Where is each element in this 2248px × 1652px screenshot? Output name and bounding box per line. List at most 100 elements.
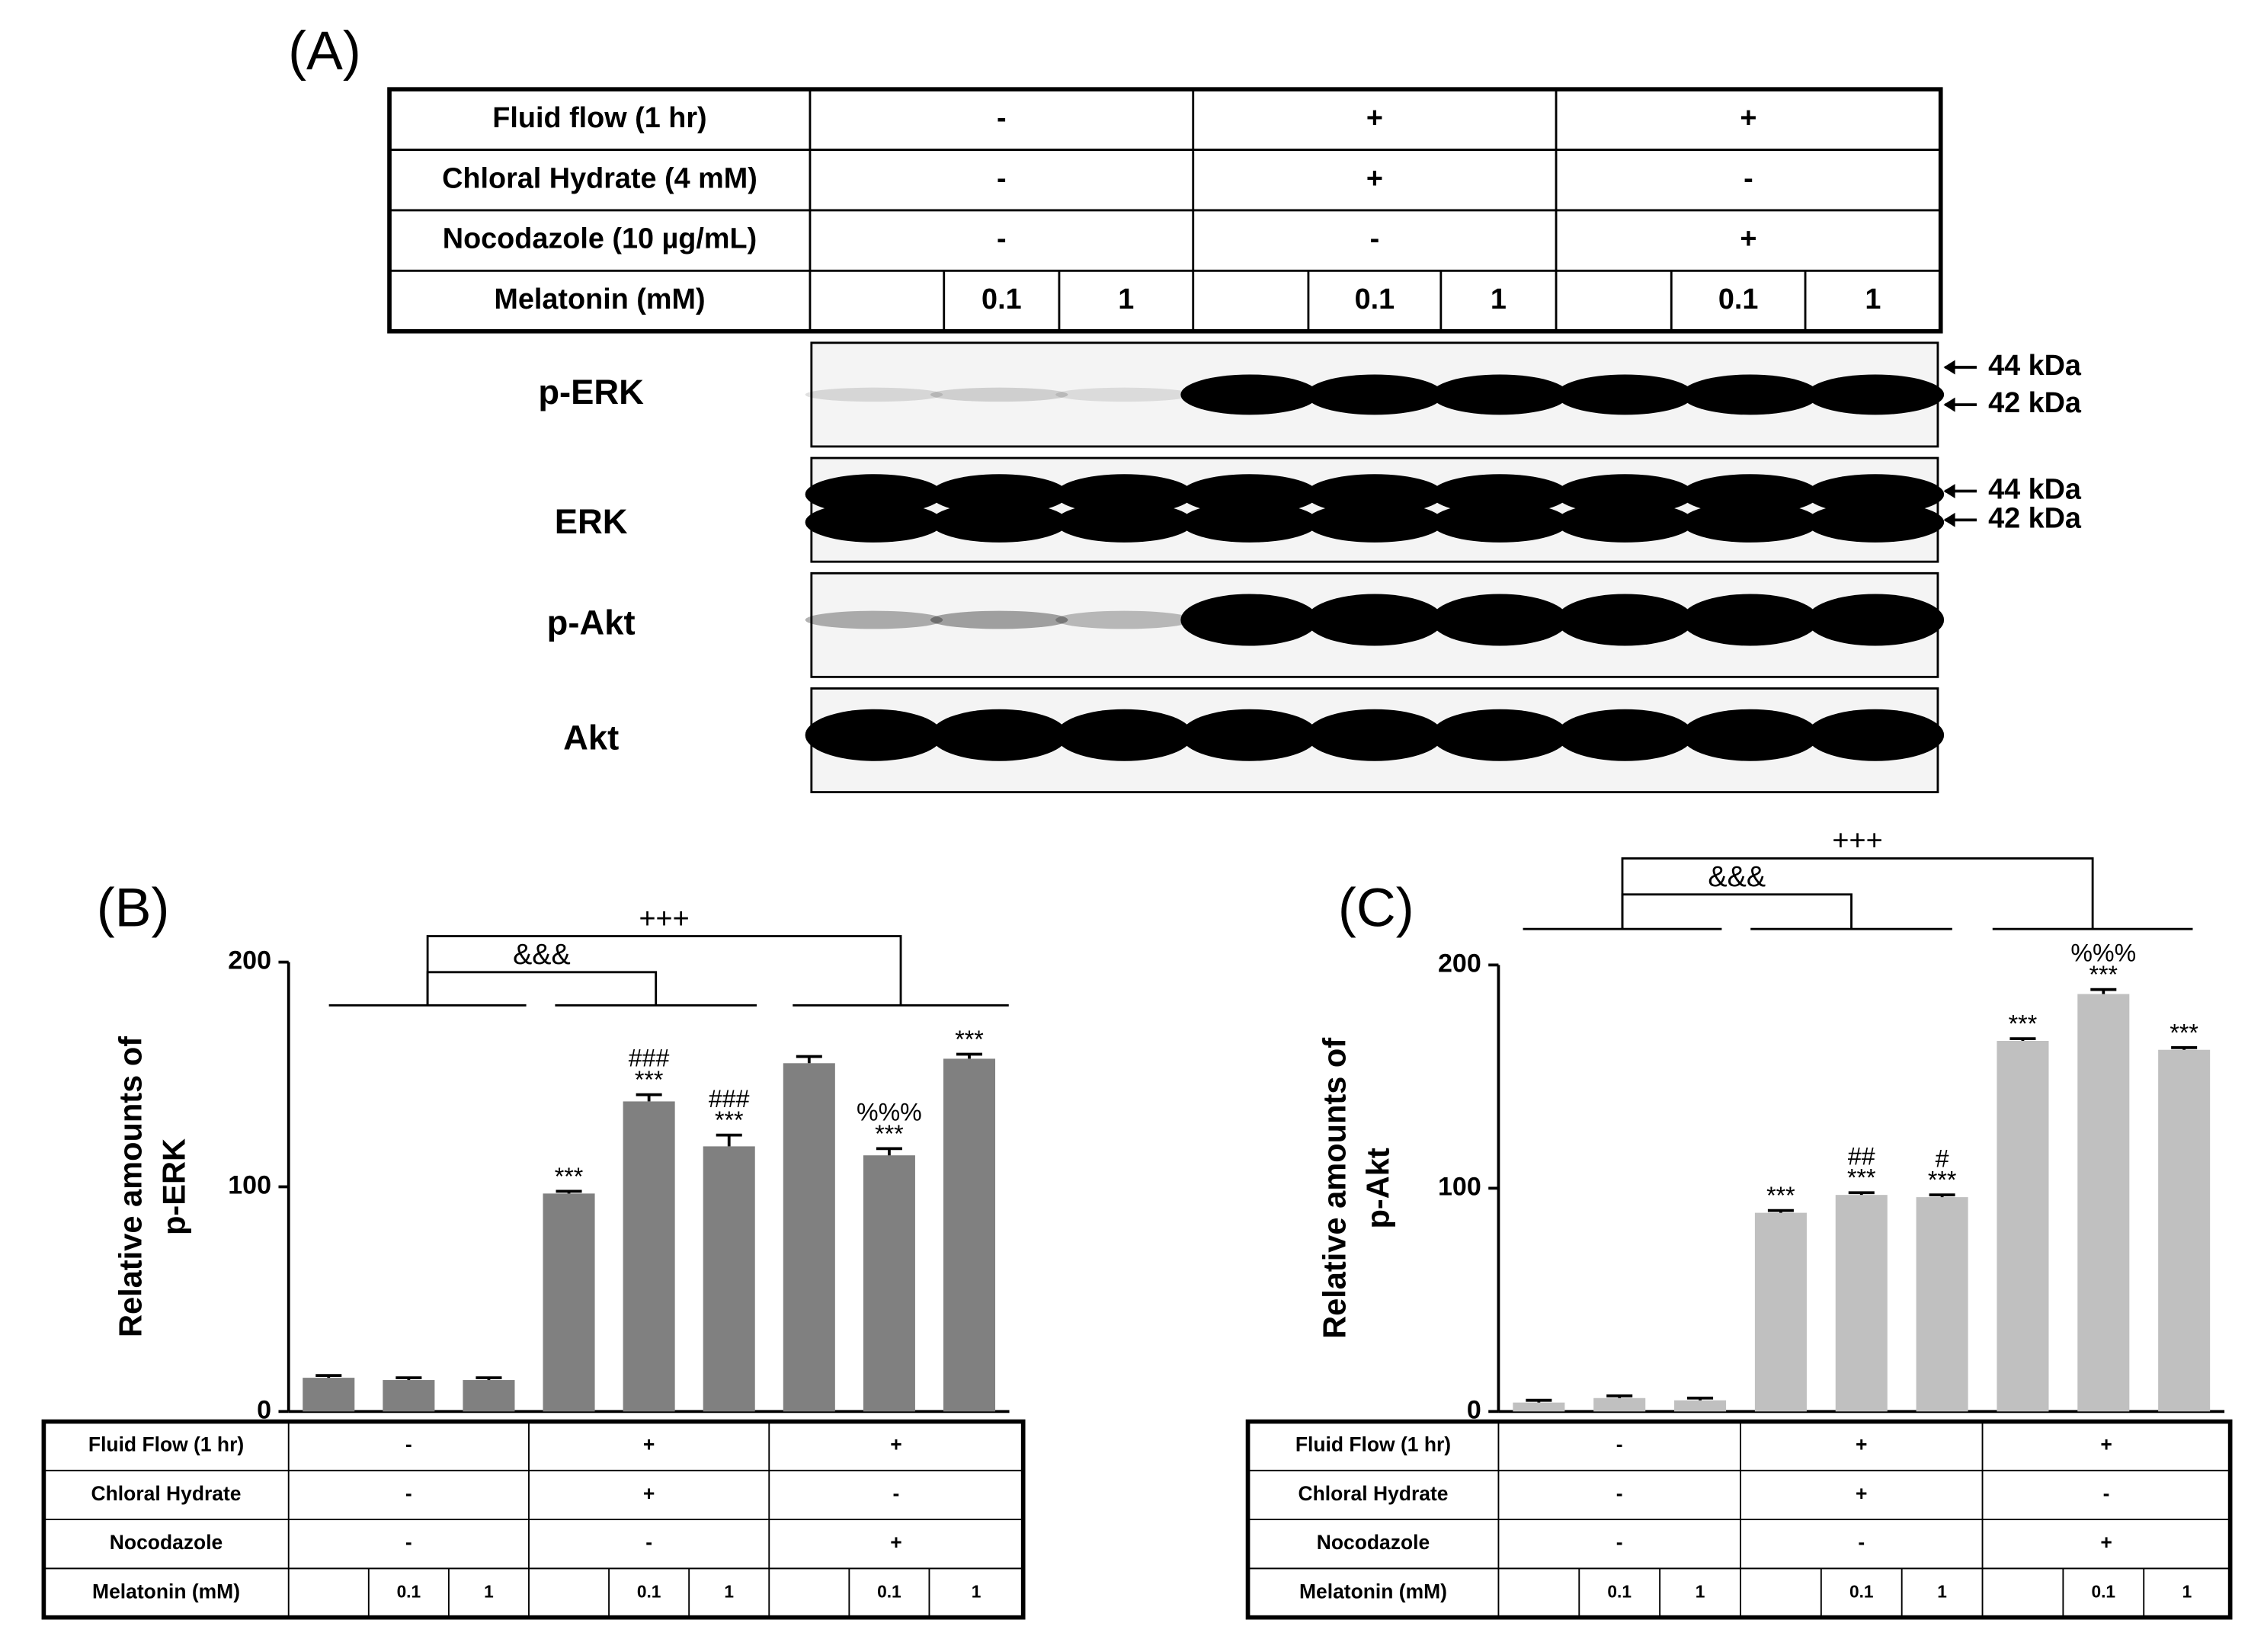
comparison-bracket bbox=[1621, 857, 2094, 930]
bar bbox=[783, 1063, 835, 1412]
y-tick-label: 200 bbox=[1438, 949, 1481, 978]
blot-label: p-ERK bbox=[538, 373, 644, 411]
band bbox=[1806, 474, 1945, 515]
bar bbox=[943, 1058, 996, 1412]
cell: 0.1 bbox=[981, 283, 1022, 315]
bar bbox=[2158, 1049, 2211, 1412]
row-label: Chloral Hydrate (4 mM) bbox=[442, 162, 757, 194]
bar bbox=[703, 1146, 755, 1412]
y-tick-label: 100 bbox=[228, 1170, 271, 1199]
significance: *** bbox=[1928, 1167, 1957, 1194]
cell: + bbox=[1856, 1433, 1867, 1456]
band bbox=[1305, 594, 1444, 646]
band bbox=[1180, 474, 1318, 515]
cell: - bbox=[1370, 223, 1380, 255]
cell: - bbox=[405, 1433, 412, 1456]
comparison-label: +++ bbox=[1832, 825, 1882, 857]
row-label: Chloral Hydrate bbox=[1299, 1482, 1449, 1505]
row-label: Chloral Hydrate bbox=[91, 1482, 242, 1505]
y-axis-label: Relative amounts of bbox=[1317, 1038, 1353, 1339]
cell: - bbox=[1616, 1482, 1623, 1505]
error-bar bbox=[716, 1133, 742, 1147]
cell: 1 bbox=[972, 1581, 981, 1601]
cell: + bbox=[890, 1531, 901, 1554]
band bbox=[805, 474, 943, 515]
row-label: Melatonin (mM) bbox=[494, 283, 705, 315]
comparison-label: +++ bbox=[639, 903, 689, 935]
band bbox=[1055, 387, 1193, 402]
bar bbox=[1593, 1397, 1646, 1412]
bar bbox=[1674, 1400, 1727, 1412]
cell: - bbox=[405, 1531, 412, 1554]
band bbox=[1556, 709, 1694, 761]
cell: - bbox=[1616, 1433, 1623, 1456]
significance: ### bbox=[709, 1085, 750, 1113]
error-bar bbox=[315, 1374, 342, 1378]
comparison-bracket bbox=[1621, 893, 1853, 930]
bar bbox=[1997, 1041, 2049, 1412]
row-label: Melatonin (mM) bbox=[1299, 1580, 1447, 1602]
y-axis-label: p-ERK bbox=[155, 1138, 191, 1235]
cell: + bbox=[1366, 162, 1383, 194]
cell: - bbox=[645, 1531, 652, 1554]
band bbox=[930, 610, 1068, 629]
row-label: Nocodazole (10 µg/mL) bbox=[443, 223, 757, 255]
y-tick-label: 200 bbox=[228, 946, 271, 975]
significance: *** bbox=[2170, 1019, 2198, 1046]
cell: - bbox=[1616, 1531, 1623, 1554]
error-bar bbox=[1606, 1394, 1633, 1398]
cell: 1 bbox=[1865, 283, 1881, 315]
band bbox=[1556, 501, 1694, 543]
significance: *** bbox=[955, 1026, 984, 1053]
error-bar bbox=[876, 1147, 902, 1156]
cell: 0.1 bbox=[2092, 1581, 2116, 1601]
significance: ## bbox=[1848, 1142, 1875, 1170]
bar bbox=[863, 1155, 915, 1412]
band bbox=[1430, 709, 1569, 761]
cell: + bbox=[643, 1482, 655, 1505]
band bbox=[1430, 474, 1569, 515]
band bbox=[1180, 594, 1318, 646]
significance: ### bbox=[629, 1045, 670, 1072]
y-tick-label: 0 bbox=[257, 1395, 271, 1424]
band bbox=[1055, 501, 1193, 543]
bar bbox=[1754, 1212, 1807, 1412]
arrow-head bbox=[1943, 360, 1955, 375]
row-label: Nocodazole bbox=[110, 1531, 223, 1554]
error-bar bbox=[636, 1093, 662, 1102]
marker-label: 42 kDa bbox=[1988, 502, 2082, 534]
bar bbox=[623, 1101, 675, 1412]
bar bbox=[1916, 1197, 1968, 1412]
comparison-label: &&& bbox=[513, 939, 571, 971]
cell: 0.1 bbox=[1355, 283, 1395, 315]
band bbox=[930, 501, 1068, 543]
band bbox=[1806, 501, 1945, 543]
bar bbox=[303, 1378, 355, 1412]
cell: 1 bbox=[2182, 1581, 2192, 1601]
band bbox=[1681, 374, 1819, 415]
row-label: Melatonin (mM) bbox=[92, 1580, 240, 1602]
band bbox=[1430, 374, 1569, 415]
y-axis-label: p-Akt bbox=[1359, 1148, 1395, 1228]
cell: + bbox=[1740, 102, 1756, 134]
cell: - bbox=[997, 162, 1007, 194]
significance: *** bbox=[2009, 1010, 2038, 1038]
cell: 0.1 bbox=[1849, 1581, 1874, 1601]
error-bar bbox=[2009, 1037, 2036, 1042]
cell: + bbox=[1740, 223, 1756, 255]
band bbox=[1806, 594, 1945, 646]
significance: %%% bbox=[857, 1098, 922, 1125]
cell: - bbox=[405, 1482, 412, 1505]
significance: *** bbox=[715, 1106, 744, 1134]
marker-label: 42 kDa bbox=[1988, 387, 2082, 419]
error-bar bbox=[956, 1052, 983, 1059]
cell: - bbox=[997, 102, 1007, 134]
error-bar bbox=[2171, 1045, 2198, 1050]
cell: + bbox=[890, 1433, 901, 1456]
error-bar bbox=[1848, 1191, 1875, 1196]
band bbox=[1556, 474, 1694, 515]
significance: *** bbox=[1847, 1164, 1876, 1192]
y-tick-label: 100 bbox=[1438, 1172, 1481, 1201]
arrow-head bbox=[1943, 397, 1955, 412]
